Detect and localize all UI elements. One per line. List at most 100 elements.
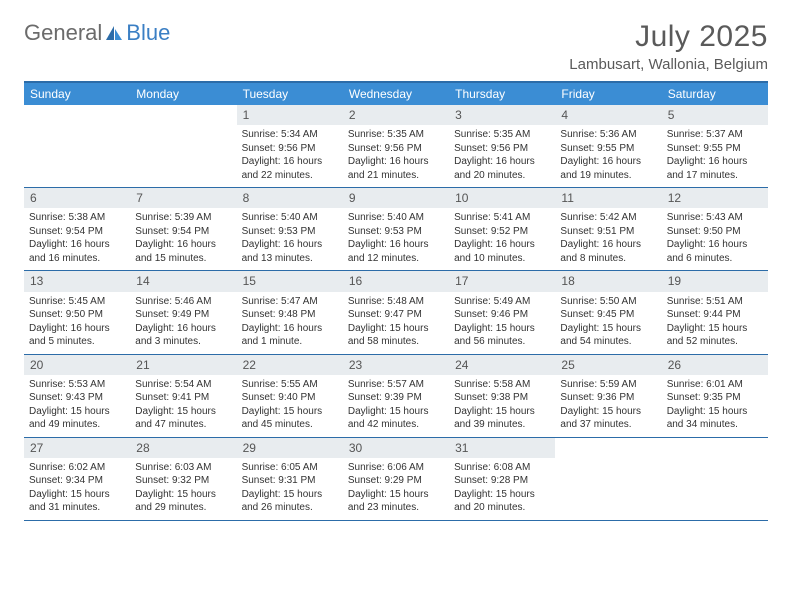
sunrise-line: Sunrise: 5:40 AM (348, 211, 444, 225)
sunset-line: Sunset: 9:28 PM (454, 474, 550, 488)
day-body: Sunrise: 5:46 AMSunset: 9:49 PMDaylight:… (130, 292, 236, 354)
day-cell: 20Sunrise: 5:53 AMSunset: 9:43 PMDayligh… (24, 355, 130, 437)
day-number: 10 (449, 188, 555, 208)
sunset-line: Sunset: 9:34 PM (29, 474, 125, 488)
sunset-line: Sunset: 9:41 PM (135, 391, 231, 405)
day-number: 12 (662, 188, 768, 208)
day-body: Sunrise: 5:49 AMSunset: 9:46 PMDaylight:… (449, 292, 555, 354)
day-body: Sunrise: 5:45 AMSunset: 9:50 PMDaylight:… (24, 292, 130, 354)
day-body: Sunrise: 6:03 AMSunset: 9:32 PMDaylight:… (130, 458, 236, 520)
sunrise-line: Sunrise: 5:37 AM (667, 128, 763, 142)
day-body: Sunrise: 5:40 AMSunset: 9:53 PMDaylight:… (343, 208, 449, 270)
sail-icon (104, 24, 124, 42)
day-cell-empty (662, 438, 768, 520)
sunset-line: Sunset: 9:43 PM (29, 391, 125, 405)
day-number: 28 (130, 438, 236, 458)
day-number: 29 (237, 438, 343, 458)
daylight-line: Daylight: 16 hours and 10 minutes. (454, 238, 550, 265)
day-cell: 12Sunrise: 5:43 AMSunset: 9:50 PMDayligh… (662, 188, 768, 270)
day-cell: 21Sunrise: 5:54 AMSunset: 9:41 PMDayligh… (130, 355, 236, 437)
sunset-line: Sunset: 9:56 PM (242, 142, 338, 156)
day-cell: 5Sunrise: 5:37 AMSunset: 9:55 PMDaylight… (662, 105, 768, 187)
day-cell: 23Sunrise: 5:57 AMSunset: 9:39 PMDayligh… (343, 355, 449, 437)
day-number: 9 (343, 188, 449, 208)
sunset-line: Sunset: 9:31 PM (242, 474, 338, 488)
header: General Blue July 2025 Lambusart, Wallon… (24, 20, 768, 73)
sunrise-line: Sunrise: 5:59 AM (560, 378, 656, 392)
sunset-line: Sunset: 9:39 PM (348, 391, 444, 405)
sunrise-line: Sunrise: 5:36 AM (560, 128, 656, 142)
sunrise-line: Sunrise: 5:34 AM (242, 128, 338, 142)
daylight-line: Daylight: 15 hours and 37 minutes. (560, 405, 656, 432)
day-cell: 15Sunrise: 5:47 AMSunset: 9:48 PMDayligh… (237, 271, 343, 353)
daylight-line: Daylight: 16 hours and 5 minutes. (29, 322, 125, 349)
sunrise-line: Sunrise: 5:45 AM (29, 295, 125, 309)
weekday-header: Saturday (662, 83, 768, 105)
day-cell: 11Sunrise: 5:42 AMSunset: 9:51 PMDayligh… (555, 188, 661, 270)
day-cell: 26Sunrise: 6:01 AMSunset: 9:35 PMDayligh… (662, 355, 768, 437)
day-body: Sunrise: 5:41 AMSunset: 9:52 PMDaylight:… (449, 208, 555, 270)
daylight-line: Daylight: 15 hours and 20 minutes. (454, 488, 550, 515)
day-number: 8 (237, 188, 343, 208)
day-body: Sunrise: 5:55 AMSunset: 9:40 PMDaylight:… (237, 375, 343, 437)
day-cell-empty (24, 105, 130, 187)
day-number: 1 (237, 105, 343, 125)
day-number: 15 (237, 271, 343, 291)
day-body: Sunrise: 5:36 AMSunset: 9:55 PMDaylight:… (555, 125, 661, 187)
daylight-line: Daylight: 16 hours and 6 minutes. (667, 238, 763, 265)
sunrise-line: Sunrise: 5:57 AM (348, 378, 444, 392)
day-number: 4 (555, 105, 661, 125)
day-cell: 17Sunrise: 5:49 AMSunset: 9:46 PMDayligh… (449, 271, 555, 353)
day-cell: 24Sunrise: 5:58 AMSunset: 9:38 PMDayligh… (449, 355, 555, 437)
title-block: July 2025 Lambusart, Wallonia, Belgium (569, 20, 768, 73)
day-body: Sunrise: 5:35 AMSunset: 9:56 PMDaylight:… (343, 125, 449, 187)
day-number: 21 (130, 355, 236, 375)
sunset-line: Sunset: 9:54 PM (29, 225, 125, 239)
day-body: Sunrise: 5:40 AMSunset: 9:53 PMDaylight:… (237, 208, 343, 270)
day-cell: 3Sunrise: 5:35 AMSunset: 9:56 PMDaylight… (449, 105, 555, 187)
day-number: 17 (449, 271, 555, 291)
sunset-line: Sunset: 9:29 PM (348, 474, 444, 488)
sunset-line: Sunset: 9:44 PM (667, 308, 763, 322)
sunrise-line: Sunrise: 5:46 AM (135, 295, 231, 309)
daylight-line: Daylight: 15 hours and 42 minutes. (348, 405, 444, 432)
week-row: 6Sunrise: 5:38 AMSunset: 9:54 PMDaylight… (24, 188, 768, 271)
sunset-line: Sunset: 9:56 PM (454, 142, 550, 156)
weekday-header: Tuesday (237, 83, 343, 105)
sunset-line: Sunset: 9:36 PM (560, 391, 656, 405)
day-body: Sunrise: 5:39 AMSunset: 9:54 PMDaylight:… (130, 208, 236, 270)
weekday-header: Wednesday (343, 83, 449, 105)
day-body: Sunrise: 6:02 AMSunset: 9:34 PMDaylight:… (24, 458, 130, 520)
day-cell: 13Sunrise: 5:45 AMSunset: 9:50 PMDayligh… (24, 271, 130, 353)
weeks-container: 1Sunrise: 5:34 AMSunset: 9:56 PMDaylight… (24, 105, 768, 521)
sunrise-line: Sunrise: 5:51 AM (667, 295, 763, 309)
day-cell: 6Sunrise: 5:38 AMSunset: 9:54 PMDaylight… (24, 188, 130, 270)
week-row: 20Sunrise: 5:53 AMSunset: 9:43 PMDayligh… (24, 355, 768, 438)
daylight-line: Daylight: 15 hours and 47 minutes. (135, 405, 231, 432)
day-number: 19 (662, 271, 768, 291)
weekday-header: Thursday (449, 83, 555, 105)
sunset-line: Sunset: 9:32 PM (135, 474, 231, 488)
sunrise-line: Sunrise: 5:55 AM (242, 378, 338, 392)
day-number: 31 (449, 438, 555, 458)
calendar-grid: SundayMondayTuesdayWednesdayThursdayFrid… (24, 81, 768, 521)
daylight-line: Daylight: 16 hours and 12 minutes. (348, 238, 444, 265)
day-body: Sunrise: 5:34 AMSunset: 9:56 PMDaylight:… (237, 125, 343, 187)
daylight-line: Daylight: 16 hours and 20 minutes. (454, 155, 550, 182)
daylight-line: Daylight: 15 hours and 52 minutes. (667, 322, 763, 349)
daylight-line: Daylight: 15 hours and 49 minutes. (29, 405, 125, 432)
sunset-line: Sunset: 9:47 PM (348, 308, 444, 322)
sunset-line: Sunset: 9:49 PM (135, 308, 231, 322)
day-cell: 9Sunrise: 5:40 AMSunset: 9:53 PMDaylight… (343, 188, 449, 270)
sunset-line: Sunset: 9:45 PM (560, 308, 656, 322)
day-body: Sunrise: 5:42 AMSunset: 9:51 PMDaylight:… (555, 208, 661, 270)
sunrise-line: Sunrise: 5:43 AM (667, 211, 763, 225)
daylight-line: Daylight: 15 hours and 45 minutes. (242, 405, 338, 432)
sunset-line: Sunset: 9:51 PM (560, 225, 656, 239)
day-cell: 22Sunrise: 5:55 AMSunset: 9:40 PMDayligh… (237, 355, 343, 437)
day-cell: 1Sunrise: 5:34 AMSunset: 9:56 PMDaylight… (237, 105, 343, 187)
weekday-header: Sunday (24, 83, 130, 105)
daylight-line: Daylight: 16 hours and 13 minutes. (242, 238, 338, 265)
sunrise-line: Sunrise: 5:49 AM (454, 295, 550, 309)
daylight-line: Daylight: 16 hours and 22 minutes. (242, 155, 338, 182)
